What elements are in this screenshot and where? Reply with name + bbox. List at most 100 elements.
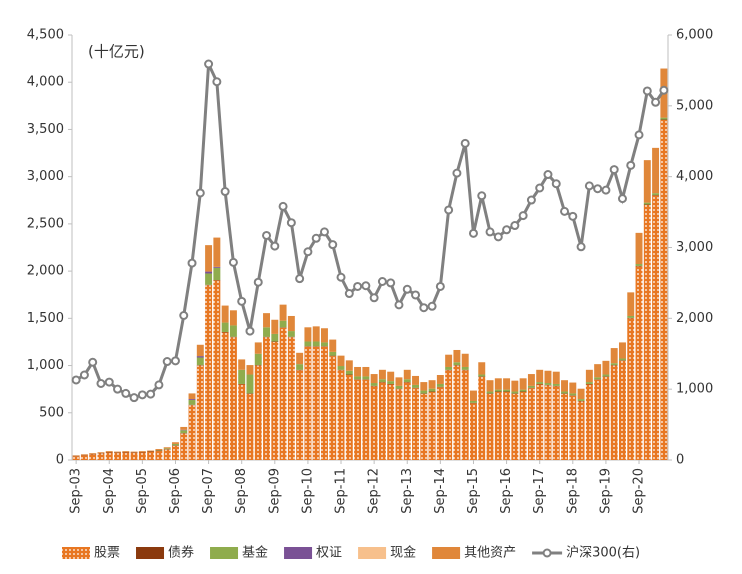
y2-tick-label: 6,000 xyxy=(676,28,713,43)
bar-segment xyxy=(362,366,370,377)
bar-segment xyxy=(527,385,535,388)
bar-segment xyxy=(354,376,362,380)
bar-segment xyxy=(420,390,428,394)
bar-segment xyxy=(188,393,196,400)
bar-segment xyxy=(627,315,635,318)
bar-segment xyxy=(527,388,535,460)
bar-segment xyxy=(354,366,362,377)
line-marker xyxy=(601,185,611,195)
bar-segment xyxy=(420,382,428,391)
x-tick-label: Sep-09 xyxy=(267,468,282,514)
bar-segment xyxy=(610,365,618,460)
line-marker xyxy=(137,390,147,400)
bar-segment xyxy=(585,384,593,460)
x-tick-label: Sep-10 xyxy=(300,468,315,514)
bar-segment xyxy=(287,315,295,332)
bar-segment xyxy=(635,232,643,265)
y2-tick-label: 2,000 xyxy=(676,311,713,326)
bar-segment xyxy=(147,450,155,452)
bar-segment xyxy=(461,366,469,370)
line-marker xyxy=(435,281,445,291)
bar-segment xyxy=(511,391,519,394)
bar-segment xyxy=(544,370,552,384)
bar-segment xyxy=(494,392,502,460)
line-marker xyxy=(162,357,172,367)
bar-segment xyxy=(552,386,560,460)
line-marker xyxy=(245,326,255,336)
bar-segment xyxy=(171,443,179,446)
bar-segment xyxy=(263,327,271,337)
bar-segment xyxy=(320,346,328,460)
line-marker xyxy=(262,230,272,240)
bar-segment xyxy=(271,319,279,334)
bar-segment xyxy=(403,379,411,383)
x-tick-label: Sep-15 xyxy=(466,468,481,514)
line-marker xyxy=(311,233,321,243)
x-tick-label: Sep-06 xyxy=(168,468,183,514)
line-marker xyxy=(510,221,520,231)
legend-item: 权证 xyxy=(284,545,342,561)
bar-segment xyxy=(660,120,668,460)
bar-segment xyxy=(370,383,378,386)
line-marker xyxy=(609,165,619,175)
bar-segment xyxy=(205,285,213,460)
bar-segment xyxy=(354,379,362,460)
bar-segment xyxy=(436,387,444,460)
bar-segment xyxy=(511,380,519,392)
bar-segment xyxy=(263,337,271,460)
bar-segment xyxy=(503,389,511,392)
line-marker xyxy=(626,160,636,170)
line-marker xyxy=(427,301,437,311)
line-marker xyxy=(535,183,545,193)
bar-segment xyxy=(494,378,502,390)
bar-segment xyxy=(213,267,221,281)
bar-segment xyxy=(188,399,196,401)
legend-swatch xyxy=(432,547,461,559)
bar-segment xyxy=(229,337,237,460)
bar-segment xyxy=(428,388,436,392)
line-marker xyxy=(377,277,387,286)
bar-segment xyxy=(155,449,163,451)
bar-segment xyxy=(436,375,444,384)
legend-swatch xyxy=(284,547,313,559)
y2-tick-label: 5,000 xyxy=(676,98,713,113)
legend-label: 债券 xyxy=(168,545,194,561)
bar-segment xyxy=(254,353,262,366)
legend-label: 股票 xyxy=(94,546,120,561)
bar-segment xyxy=(97,452,105,453)
line-marker xyxy=(187,258,197,268)
bar-segment xyxy=(147,451,155,460)
bar-segment xyxy=(585,369,593,383)
bar-segment xyxy=(246,393,254,460)
x-tick-label: Sep-20 xyxy=(632,468,647,514)
line-marker xyxy=(220,187,230,197)
bar-segment xyxy=(536,384,544,460)
bar-segment xyxy=(345,375,353,460)
line-marker xyxy=(278,201,288,211)
bar-segment xyxy=(72,456,80,460)
bar-segment xyxy=(635,266,643,460)
bar-segment xyxy=(370,386,378,460)
bar-segment xyxy=(478,362,486,375)
legend-item: 其他资产 xyxy=(432,546,516,561)
bar-segment xyxy=(569,393,577,396)
line-marker xyxy=(353,281,363,291)
bar-segment xyxy=(387,371,395,382)
line xyxy=(75,63,666,400)
bar-segment xyxy=(519,389,527,392)
line-marker xyxy=(419,303,429,313)
bar-segment xyxy=(569,395,577,460)
bar-segment xyxy=(395,377,403,386)
bar-segment xyxy=(80,454,88,455)
x-tick-label: Sep-18 xyxy=(565,468,580,514)
bar-segment xyxy=(89,454,97,460)
bar-segment xyxy=(362,379,370,460)
bar-segment xyxy=(304,346,312,460)
bar-segment xyxy=(329,351,337,356)
x-tick-label: Sep-17 xyxy=(532,468,547,514)
line-marker xyxy=(88,357,98,367)
bar-segment xyxy=(478,374,486,377)
bar-segment xyxy=(196,356,204,358)
bar-segment xyxy=(122,451,130,452)
legend-item: 股票 xyxy=(62,546,120,561)
